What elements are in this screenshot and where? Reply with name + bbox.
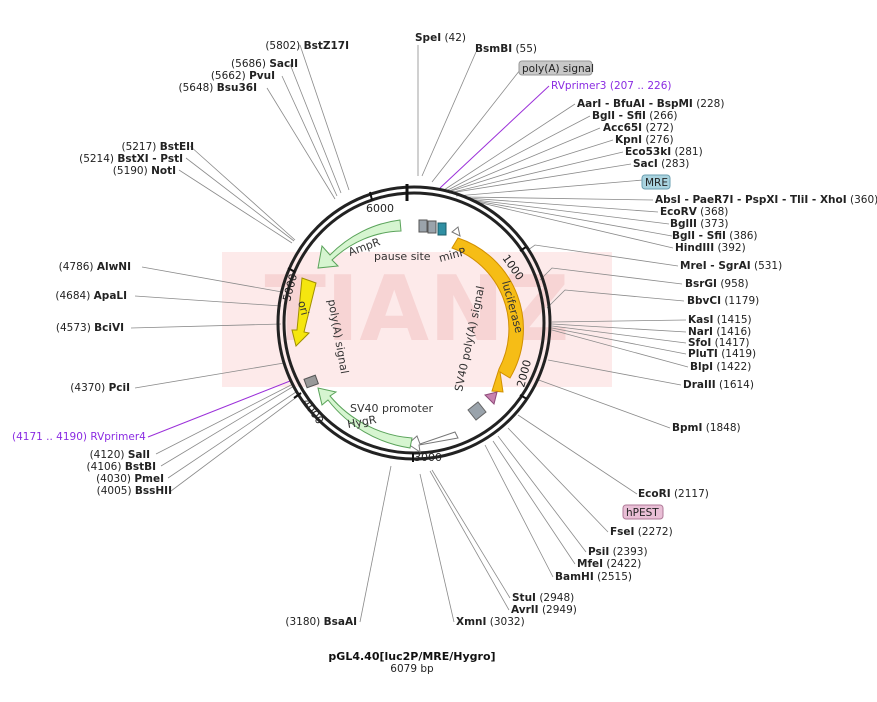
feature-polya-left-box [303,374,319,389]
site-label-left: (5217) BstEII [121,141,194,153]
tag-polya-box [518,60,593,76]
feature-hygr-label: HygR [346,413,378,431]
site-label-left: (4030) PmeI [96,473,164,485]
site-label-right: BamHI (2515) [555,571,632,583]
feature-minp-arrow [451,226,461,237]
leader-lines [130,44,689,623]
primer-rvprimer3: RVprimer3 (207 .. 226) [551,80,671,92]
site-label-right: BpmI (1848) [672,422,741,434]
plasmid-length: 6079 bp [390,663,434,675]
site-label-right: EcoRV (368) [660,206,728,218]
plasmid-name: pGL4.40[luc2P/MRE/Hygro] [328,650,495,663]
site-label-right: HindIII (392) [675,242,746,254]
site-label-right: MreI - SgrAI (531) [680,260,782,272]
feature-hygr[interactable] [317,387,413,449]
site-label-right: KasI (1415) [688,314,752,326]
site-label-left: (5686) SacII [231,58,298,70]
site-label-right: BglII (373) [670,218,729,230]
site-label-right: BsrGI (958) [685,278,749,290]
site-label-right: DraIII (1614) [683,379,754,391]
site-label-right: BlpI (1422) [690,361,751,373]
site-label-left: (5214) BstXI - PstI [79,153,183,165]
tick-marks [287,191,528,462]
site-bsmbi: BsmBI (55) [475,43,537,55]
feature-ampr[interactable] [317,219,402,269]
feature-misc-grey [467,401,487,421]
site-label-right: EcoRI (2117) [638,488,709,500]
feature-sv40-promoter-label: SV40 promoter [350,402,434,415]
site-label-left: (4573) BciVI [56,322,124,334]
feature-sv40-polya-right[interactable] [484,391,498,405]
primer-rvprimer4: (4171 .. 4190) RVprimer4 [12,431,146,443]
tag-mre: MRE [645,177,668,189]
site-label-right: FseI (2272) [610,526,673,538]
left-site-labels: (5802) BstZ17I (5686) SacII(5662) PvuI(56… [55,40,357,628]
site-label-right: Acc65I (272) [603,122,674,134]
site-label-right: StuI (2948) [512,592,574,604]
site-label-left: (4786) AlwNI [59,261,131,273]
tag-hpest-box [622,504,664,520]
site-label-left: (4106) BstBI [87,461,156,473]
site-label-right: AarI - BfuAI - BspMI (228) [577,98,724,110]
site-label-left: (5802) BstZ17I [265,40,349,52]
feature-pause-site-box-2 [427,220,437,234]
site-label-right: Eco53kI (281) [625,146,703,158]
site-label-right: BglI - SfiI (266) [592,110,678,122]
site-label-right: NarI (1416) [688,326,751,338]
feature-luciferase[interactable] [451,237,524,393]
feature-pause-site-box-1 [418,219,428,233]
site-label-right: PluTI (1419) [688,348,756,360]
feature-ori[interactable] [291,277,317,347]
site-label-right: BbvCI (1179) [687,295,759,307]
feature-ori-label: ori [295,299,311,316]
site-label-right: SfoI (1417) [688,337,750,349]
site-label-left: (5190) NotI [113,165,176,177]
site-label-left: (4370) PciI [70,382,130,394]
site-label-right: BglI - SfiI (386) [672,230,758,242]
site-label-left: (3180) BsaAI [285,616,357,628]
feature-sv40-promoter[interactable] [407,431,459,454]
site-label-right: MfeI (2422) [577,558,641,570]
feature-mre-box [437,222,447,236]
site-label-right: AbsI - PaeR7I - PspXI - TliI - XhoI (360… [655,194,877,206]
site-label-right: AvrII (2949) [511,604,577,616]
site-label-right: KpnI (276) [615,134,674,146]
site-spei: SpeI (42) [415,32,466,44]
tag-mre-box [641,174,671,190]
tag-hpest: hPEST [626,507,659,519]
site-label-left: (5662) PvuI [211,70,275,82]
site-label-left: (5648) Bsu36I [178,82,257,94]
feature-pause-site-label: pause site [374,250,431,263]
site-label-left: (4120) SalI [90,449,150,461]
tick-6000: 6000 [366,202,394,215]
site-label-left: (4684) ApaLI [55,290,127,302]
site-label-left: (4005) BssHII [97,485,172,497]
right-site-labels: AarI - BfuAI - BspMI (228)BglI - SfiI (2… [456,98,877,628]
site-label-right: SacI (283) [633,158,689,170]
site-label-right: PsiI (2393) [588,546,648,558]
tick-3000: 3000 [414,451,442,464]
tag-polya: poly(A) signal [522,63,594,75]
site-label-right: XmnI (3032) [456,616,525,628]
